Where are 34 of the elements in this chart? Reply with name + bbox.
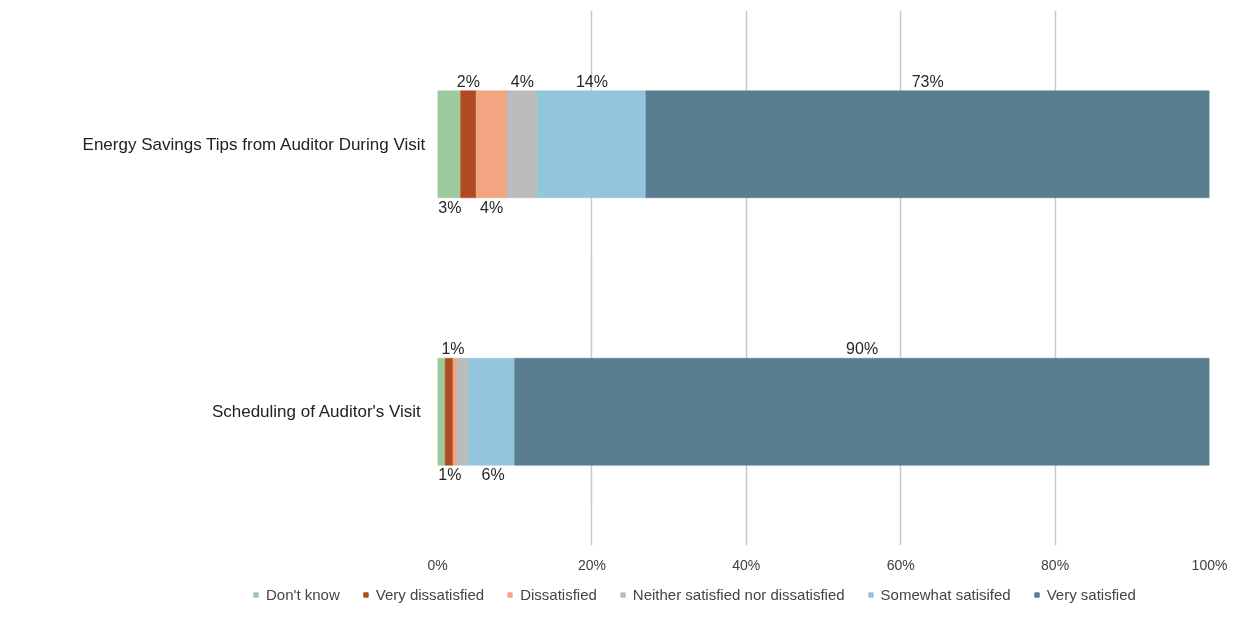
data-label: 73% xyxy=(911,72,944,90)
legend-label: Very dissatisfied xyxy=(375,586,485,603)
data-label: 14% xyxy=(575,72,608,90)
x-tick-label: 0% xyxy=(427,556,448,573)
x-tick-label: 80% xyxy=(1041,556,1070,573)
legend-label: Dissatisfied xyxy=(520,586,597,603)
bar xyxy=(475,90,508,198)
bar xyxy=(456,358,469,466)
legend-label: Very satisfied xyxy=(1046,586,1136,603)
bar xyxy=(452,358,458,466)
data-label: 4% xyxy=(510,72,534,90)
bar xyxy=(460,90,477,198)
legend-label: Neither satisfied nor dissatisfied xyxy=(632,586,845,603)
x-tick-label: 40% xyxy=(732,556,761,573)
bar xyxy=(468,358,515,466)
data-label: 6% xyxy=(481,466,505,484)
bar xyxy=(514,358,1210,466)
x-tick-label: 100% xyxy=(1191,556,1228,573)
bar xyxy=(645,90,1210,198)
legend-label: Somewhat satisifed xyxy=(880,586,1011,603)
bar xyxy=(506,90,539,198)
x-tick-label: 20% xyxy=(577,556,606,573)
data-label: 1% xyxy=(438,466,462,484)
data-label: 2% xyxy=(456,72,480,90)
y-tick-label: Energy Savings Tips from Auditor During Visit xyxy=(82,134,426,154)
data-label: 4% xyxy=(479,198,504,216)
y-tick-label: Scheduling of Auditor's Visit xyxy=(211,402,422,422)
x-tick-label: 60% xyxy=(886,556,915,573)
legend-label: Don't know xyxy=(266,586,340,603)
bar xyxy=(537,90,647,198)
bar xyxy=(437,90,461,198)
data-label: 3% xyxy=(438,198,462,216)
data-label: 90% xyxy=(846,340,879,358)
data-label: 1% xyxy=(441,340,465,358)
